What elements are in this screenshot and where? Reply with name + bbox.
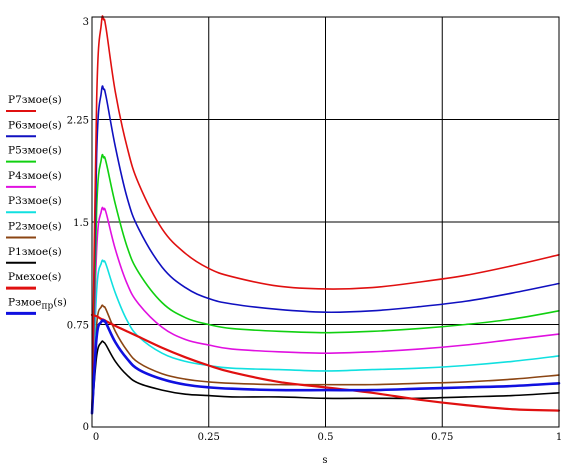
series-line-1 [91,85,560,415]
legend-label: P4змое(s) [8,170,62,182]
x-tick-label: 0.25 [198,432,220,443]
series-line-0 [91,15,560,415]
legend-label: P6змое(s) [8,119,62,131]
series-line-8 [90,318,561,415]
tick-labels: 0 0.25 0.5 0.75 1 0 0.75 1.5 2.25 3 [67,17,562,443]
series-line-2 [91,153,560,415]
y-tick-label: 0 [83,422,89,433]
legend-label: P2змое(s) [8,221,62,233]
legend-label: Pзмоепр(s) [8,296,67,311]
x-axis-label: s [322,455,327,466]
y-tick-label: 2.25 [67,116,89,127]
legend-label: P7змое(s) [8,94,62,106]
y-tick-label: 3 [83,17,89,28]
series-line-6 [91,340,560,415]
legend-label-subscript: пр [42,301,54,311]
x-tick-label: 0.75 [431,432,453,443]
y-tick-label: 0.75 [67,321,89,332]
x-tick-label: 0 [93,432,99,443]
legend: P7змое(s) P6змое(s) P5змое(s) P4змое(s) P3зм… [6,94,67,315]
y-tick-label: 1.5 [73,218,89,229]
plot-frame [91,16,560,428]
series-line-3 [91,206,560,415]
legend-label: P5змое(s) [8,145,62,157]
series-line-4 [91,259,560,415]
x-tick-label: 1 [556,432,562,443]
series-line-5 [91,304,560,415]
legend-label: Pмехое(s) [8,271,61,283]
legend-label-suffix: (s) [53,296,67,308]
legend-label: P3змое(s) [8,195,62,207]
grid [91,16,560,428]
legend-label: P1змое(s) [8,246,62,258]
series-lines [90,15,561,415]
x-tick-label: 0.5 [318,432,334,443]
